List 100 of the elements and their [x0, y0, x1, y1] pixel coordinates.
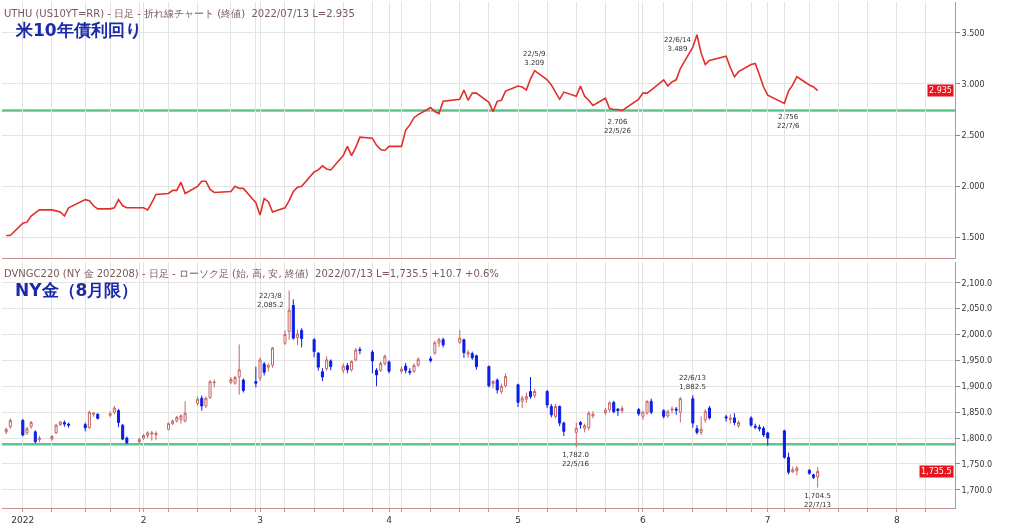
candlestick: [429, 355, 433, 363]
candlestick: [578, 420, 582, 430]
y-tick-label: 3.500: [961, 28, 985, 38]
candlestick: [354, 347, 358, 362]
candlestick: [795, 465, 799, 476]
candlestick: [791, 466, 795, 473]
candlestick: [117, 408, 121, 428]
candlestick: [666, 409, 670, 419]
candlestick: [474, 354, 478, 371]
candlestick: [258, 356, 262, 382]
candlestick: [37, 435, 41, 443]
x-tick-label: 2022: [11, 514, 35, 525]
candlestick: [320, 367, 324, 382]
candlestick: [670, 405, 674, 414]
candlestick: [707, 405, 711, 420]
candlestick: [520, 395, 524, 409]
candlestick: [50, 434, 54, 442]
candlestick: [141, 433, 146, 441]
candlestick: [553, 403, 558, 419]
candlestick: [404, 362, 408, 374]
candlestick: [516, 383, 520, 408]
candlestick: [649, 398, 653, 415]
candlestick: [529, 376, 533, 400]
candlestick: [175, 415, 179, 424]
candlestick: [67, 422, 71, 429]
candlestick: [695, 424, 699, 435]
candlestick: [620, 405, 624, 414]
candlestick: [816, 466, 820, 489]
candlestick: [753, 423, 757, 430]
annotation: 1,735.5: [921, 467, 952, 476]
candlestick: [312, 337, 316, 358]
x-tick-label: 8: [893, 514, 900, 525]
candlestick: [237, 343, 241, 396]
candlestick: [254, 366, 258, 388]
candlestick: [358, 346, 362, 355]
candlestick: [171, 418, 175, 426]
candlestick: [495, 378, 499, 395]
candlestick: [487, 365, 491, 388]
candlestick: [458, 329, 462, 345]
candlestick: [196, 396, 200, 406]
candlestick: [262, 361, 266, 376]
candlestick: [375, 367, 379, 387]
candlestick: [691, 394, 695, 429]
x-tick-label: 5: [515, 514, 521, 525]
candlestick: [329, 358, 333, 371]
candlestick: [112, 405, 116, 415]
candlestick: [732, 412, 736, 426]
candlestick: [83, 422, 87, 432]
candlestick: [270, 346, 275, 369]
candlestick: [466, 349, 470, 359]
candlestick: [154, 430, 158, 441]
y-tick-label: 2.500: [961, 130, 985, 140]
candlestick: [370, 349, 374, 374]
x-tick-label: 7: [764, 514, 771, 525]
candlestick: [183, 400, 187, 424]
candlestick: [33, 429, 37, 444]
candlestick: [491, 379, 495, 389]
y-tick-label: 2,100.0: [961, 278, 993, 288]
y-tick-label: 3.000: [961, 79, 985, 89]
candlestick: [728, 413, 732, 425]
candlestick: [295, 328, 299, 346]
candlestick: [612, 400, 616, 414]
candlestick: [291, 298, 295, 341]
y-tick-label: 1,900.0: [961, 382, 993, 392]
candlestick: [325, 355, 329, 372]
candlestick: [524, 392, 528, 404]
candlestick: [408, 367, 412, 376]
candlestick: [504, 372, 508, 388]
candlestick: [637, 407, 641, 417]
candlestick: [678, 396, 682, 424]
candlestick: [645, 399, 649, 416]
x-tick-label: 2: [140, 514, 147, 525]
candlestick: [200, 395, 204, 412]
candlestick: [662, 408, 666, 419]
y-tick-label: 1,850.0: [961, 407, 993, 417]
candlestick: [166, 422, 170, 431]
candlestick: [287, 289, 291, 341]
candlestick: [587, 410, 591, 431]
candlestick: [549, 403, 553, 418]
candlestick: [108, 411, 112, 418]
text: UTHU (US10YT=RR) - 日足 - 折れ線チャート (終値) 2022/07/13 L=2.935: [4, 8, 355, 19]
candlestick: [807, 468, 811, 476]
candlestick: [699, 415, 703, 436]
y-tick-label: 2.000: [961, 182, 985, 192]
candlestick: [4, 427, 8, 435]
candlestick: [533, 388, 537, 399]
candlestick: [146, 430, 150, 439]
annotation: 2.935: [929, 86, 952, 95]
y-tick-label: 1,750.0: [961, 459, 993, 469]
candlestick: [441, 337, 445, 348]
y-tick-label: 1.500: [961, 233, 985, 243]
candlestick: [137, 437, 141, 445]
candlestick: [229, 376, 233, 385]
candlestick: [574, 422, 578, 448]
y-tick-label: 2,000.0: [961, 330, 993, 340]
candlestick: [87, 410, 91, 430]
y-tick-label: 1,800.0: [961, 433, 993, 443]
candlestick: [8, 417, 12, 430]
candlestick: [121, 423, 125, 441]
candlestick: [387, 359, 391, 374]
